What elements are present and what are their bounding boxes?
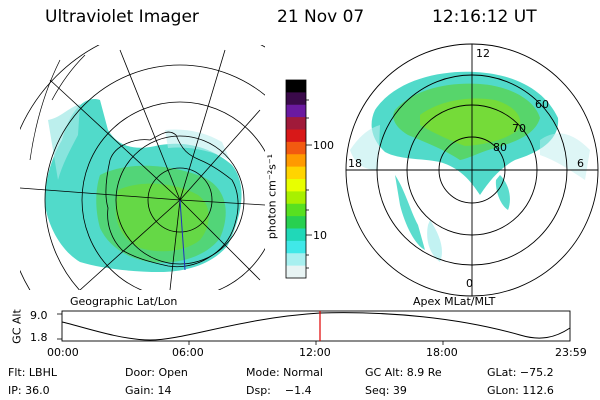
status-door: Door: Open <box>125 366 188 379</box>
colorbar-tick-10: 10 <box>313 229 327 242</box>
status-gc-alt: GC Alt: 8.9 Re <box>365 366 442 379</box>
colorbar-tick-100: 100 <box>313 139 334 152</box>
status-flt: Flt: LBHL <box>8 366 57 379</box>
colorbar-band <box>286 191 306 205</box>
status-glat: GLat: −75.2 <box>487 366 554 379</box>
geographic-map <box>20 45 265 290</box>
colorbar-band <box>286 92 306 106</box>
colorbar-band <box>286 154 306 168</box>
colorbar-band <box>286 141 306 155</box>
mlt-label-6: 6 <box>577 157 584 170</box>
colorbar <box>286 80 306 279</box>
colorbar-band <box>286 265 306 279</box>
time-tick-0600: 06:00 <box>172 346 204 359</box>
mlt-label-0: 0 <box>466 277 473 290</box>
mlat-label-60: 60 <box>535 98 549 111</box>
colorbar-band <box>286 216 306 229</box>
mlt-label-18: 18 <box>348 157 362 170</box>
left-emission-region <box>44 99 242 273</box>
status-dsp: Dsp: −1.4 <box>246 384 312 397</box>
noon-meridian <box>179 199 186 271</box>
alt-tick-9: 9.0 <box>30 309 48 322</box>
time-tick-1200: 12:00 <box>299 346 331 359</box>
coastline <box>105 131 239 268</box>
colorbar-band <box>286 129 306 143</box>
apex-panel-label: Apex MLat/MLT <box>413 295 496 308</box>
mlat-label-80: 80 <box>493 141 507 154</box>
time-label: 12:16:12 UT <box>432 7 537 27</box>
altitude-curve <box>61 312 571 341</box>
colorbar-band <box>286 240 306 254</box>
status-glon: GLon: 112.6 <box>487 384 554 397</box>
date-label: 21 Nov 07 <box>277 7 365 27</box>
time-tick-2359: 23:59 <box>555 346 587 359</box>
colorbar-band <box>286 179 306 192</box>
colorbar-band <box>286 166 306 180</box>
colorbar-band <box>286 104 306 118</box>
instrument-title: Ultraviolet Imager <box>45 7 199 27</box>
colorbar-band <box>286 80 306 93</box>
colorbar-band <box>286 228 306 242</box>
status-seq: Seq: 39 <box>365 384 407 397</box>
status-ip: IP: 36.0 <box>8 384 50 397</box>
meridians <box>20 49 265 290</box>
status-gain: Gain: 14 <box>125 384 172 397</box>
colorbar-band <box>286 203 306 217</box>
time-tick-1800: 18:00 <box>426 346 458 359</box>
lat-circles <box>20 45 265 290</box>
mlat-label-70: 70 <box>512 122 526 135</box>
altitude-plot <box>57 310 571 345</box>
colorbar-band <box>286 253 306 267</box>
alt-axis-label: GC Alt <box>10 309 24 344</box>
mlt-label-12: 12 <box>476 47 490 60</box>
colorbar-band <box>286 117 306 130</box>
alt-tick-1-8: 1.8 <box>30 331 48 344</box>
time-tick-0000: 00:00 <box>47 346 79 359</box>
status-mode: Mode: Normal <box>246 366 323 379</box>
geographic-panel-label: Geographic Lat/Lon <box>70 295 178 308</box>
polar-plot <box>345 43 599 297</box>
colorbar-unit-label: photon cm⁻²s⁻¹ <box>265 153 279 240</box>
